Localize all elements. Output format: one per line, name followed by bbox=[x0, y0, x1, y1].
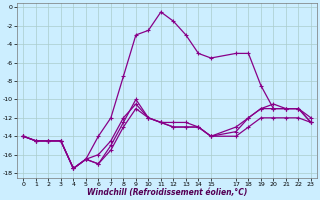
X-axis label: Windchill (Refroidissement éolien,°C): Windchill (Refroidissement éolien,°C) bbox=[87, 188, 247, 197]
